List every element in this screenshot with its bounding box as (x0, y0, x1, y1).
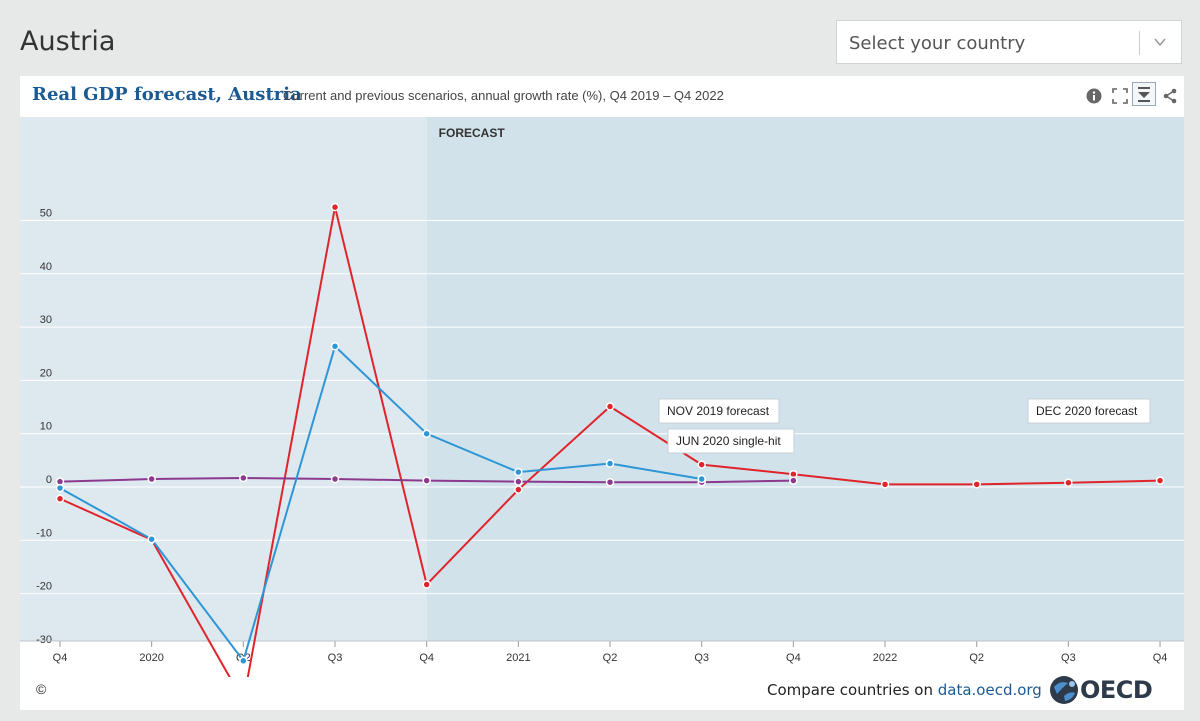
x-tick-label: 2021 (506, 652, 530, 664)
y-tick-label: 40 (40, 261, 52, 273)
data-point-1 (514, 467, 523, 477)
forecast-region (426, 117, 1184, 641)
series-label-box (658, 398, 780, 424)
history-region (20, 117, 427, 641)
x-tick-label: Q4 (53, 652, 68, 664)
data-point-1 (55, 483, 65, 493)
expand-icon[interactable] (1112, 88, 1128, 104)
download-button[interactable] (1132, 82, 1156, 106)
download-icon (1138, 87, 1150, 102)
chevron-down-icon[interactable] (1153, 35, 1167, 49)
y-tick-label: 0 (46, 474, 52, 486)
data-point-2 (55, 494, 65, 503)
series-label: NOV 2019 forecast (667, 404, 770, 418)
series-label: JUN 2020 single-hit (676, 434, 781, 448)
y-tick-label: -20 (36, 581, 52, 593)
share-icon[interactable] (1162, 88, 1178, 104)
data-point-2 (422, 580, 431, 589)
compare-countries: Compare countries on data.oecd.org (767, 681, 1042, 699)
data-point-1 (697, 474, 706, 484)
series-label-box (1027, 398, 1151, 424)
x-tick-label: 2020 (139, 652, 163, 664)
x-tick-label: Q2 (603, 652, 618, 664)
x-tick-label: 2022 (873, 652, 897, 664)
data-point-2 (330, 202, 340, 212)
oecd-logo-text: OECD (1080, 676, 1153, 704)
data-point-0 (514, 477, 523, 486)
data-point-1 (147, 534, 156, 544)
y-tick-label: 10 (40, 421, 52, 433)
x-tick-label: Q3 (328, 652, 343, 664)
data-point-2 (972, 480, 981, 489)
compare-text: Compare countries on (767, 681, 938, 699)
y-tick-label: 30 (40, 314, 52, 326)
data-point-0 (422, 476, 431, 485)
data-point-2 (605, 402, 615, 411)
x-tick-label: Q2 (969, 652, 984, 664)
oecd-data-link[interactable]: data.oecd.org (937, 681, 1042, 699)
data-point-0 (239, 473, 248, 483)
oecd-globe-icon (1050, 676, 1078, 704)
y-tick-label: -10 (36, 527, 52, 539)
data-point-1 (239, 656, 248, 666)
x-tick-label: Q3 (1061, 652, 1076, 664)
x-tick-label: Q4 (419, 652, 434, 664)
data-point-2 (514, 485, 523, 494)
data-point-0 (330, 474, 340, 484)
forecast-label: FORECAST (439, 126, 506, 140)
data-point-1 (330, 342, 340, 351)
series-label: DEC 2020 forecast (1036, 404, 1138, 418)
x-tick-label: Q4 (786, 652, 801, 664)
page-title: Austria (20, 26, 116, 57)
data-point-1 (605, 459, 615, 468)
data-point-2 (880, 480, 890, 489)
select-separator (1139, 31, 1140, 55)
data-point-2 (697, 460, 706, 469)
series-label-box (667, 428, 795, 454)
x-tick-label: Q4 (1153, 652, 1168, 664)
data-point-2 (1155, 476, 1165, 485)
data-point-0 (789, 476, 798, 485)
data-point-0 (147, 474, 156, 484)
line-chart: FORECAST50403020100-10-20-30-40Q42020Q2Q… (20, 117, 1184, 677)
y-tick-label: -30 (36, 634, 52, 646)
x-tick-label: Q3 (694, 652, 709, 664)
country-select-placeholder: Select your country (849, 33, 1026, 54)
y-tick-label: 50 (40, 208, 52, 220)
data-point-0 (605, 477, 615, 487)
chart-subtitle: Current and previous scenarios, annual g… (283, 88, 724, 103)
series-line-1 (59, 344, 702, 663)
info-icon[interactable] (1086, 88, 1102, 104)
chart-title: Real GDP forecast, Austria (32, 84, 302, 105)
data-point-2 (1064, 478, 1073, 487)
country-select[interactable]: Select your country (836, 20, 1182, 64)
y-tick-label: 20 (40, 367, 52, 379)
chart-card: Real GDP forecast, Austria Current and p… (20, 76, 1184, 710)
copyright-symbol: © (36, 681, 47, 697)
data-point-1 (422, 429, 431, 438)
